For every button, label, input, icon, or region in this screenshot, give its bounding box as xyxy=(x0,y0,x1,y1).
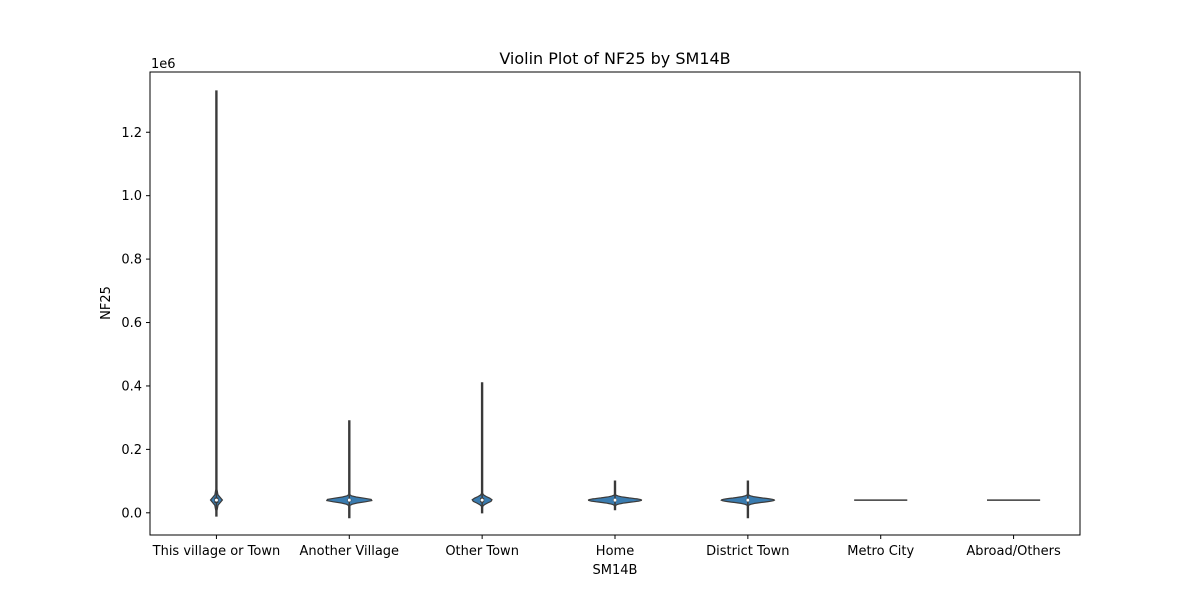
violin-3 xyxy=(587,480,643,511)
chart-title: Violin Plot of NF25 by SM14B xyxy=(499,49,730,68)
violin-1 xyxy=(325,420,373,519)
x-tick-label: Another Village xyxy=(300,544,400,559)
violin-0 xyxy=(209,90,224,517)
y-tick-label: 1.2 xyxy=(121,126,142,141)
y-axis-title: NF25 xyxy=(99,286,114,320)
violin-median xyxy=(613,498,617,502)
violin-median xyxy=(214,498,218,502)
x-axis-title: SM14B xyxy=(593,563,638,578)
x-tick-label: This village or Town xyxy=(152,544,281,559)
y-tick-label: 0.2 xyxy=(121,443,142,458)
violin-median xyxy=(480,498,484,502)
violins-layer xyxy=(209,90,1041,519)
violin-median xyxy=(746,498,750,502)
x-tick-label: Home xyxy=(596,544,634,559)
y-tick-label: 0.6 xyxy=(121,316,142,331)
x-tick-label: Abroad/Others xyxy=(966,544,1061,559)
violin-4 xyxy=(720,480,776,519)
x-tick-label: District Town xyxy=(706,544,789,559)
plot-frame xyxy=(149,71,1081,536)
y-offset-label: 1e6 xyxy=(151,57,176,72)
y-axis-ticks: 0.0 0.2 0.4 0.6 0.8 1.0 1.2 xyxy=(121,126,150,521)
violin-2 xyxy=(471,382,493,514)
y-tick-label: 0.8 xyxy=(121,253,142,268)
y-tick-label: 0.4 xyxy=(121,379,142,394)
y-tick-label: 0.0 xyxy=(121,506,142,521)
x-tick-label: Other Town xyxy=(445,544,519,559)
x-tick-label: Metro City xyxy=(847,544,914,559)
x-axis-ticks: This village or Town Another Village Other… xyxy=(152,535,1061,559)
y-tick-label: 1.0 xyxy=(121,189,142,204)
violin-median xyxy=(347,498,351,502)
